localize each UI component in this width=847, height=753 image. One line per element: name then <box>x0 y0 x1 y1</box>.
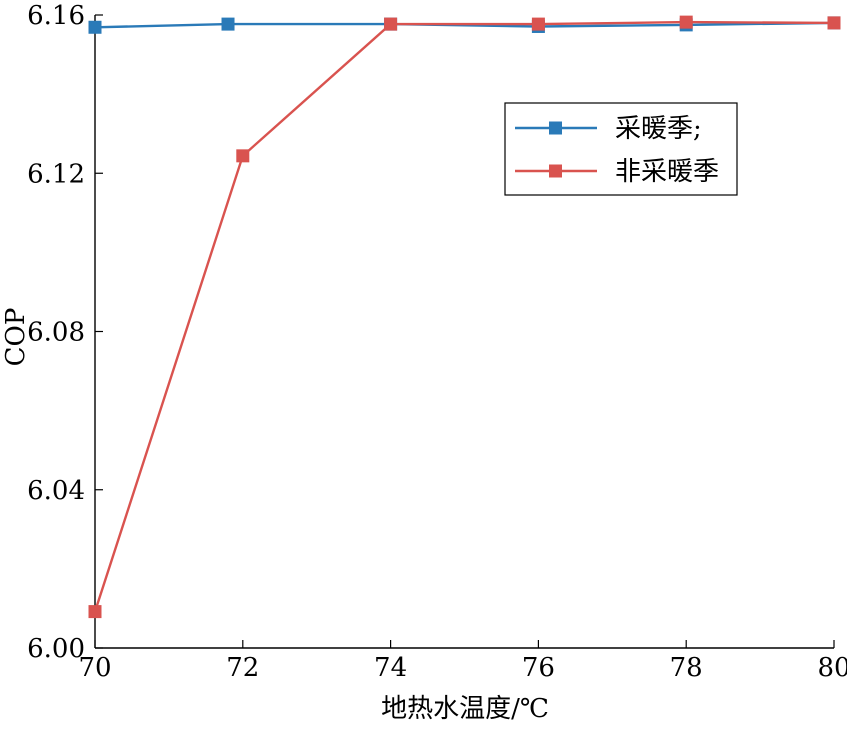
y-tick-label: 6.12 <box>27 159 85 189</box>
legend-marker <box>549 121 562 135</box>
data-point <box>221 17 235 31</box>
data-point <box>88 20 102 34</box>
data-point <box>679 15 693 29</box>
axes: 70 72 74 76 78 80 6.00 6.04 6.08 6.12 6.16 <box>27 1 847 683</box>
legend-label: 采暖季; <box>615 114 702 144</box>
legend-box <box>504 102 738 196</box>
y-tick-label: 6.00 <box>27 634 85 664</box>
x-axis-title: 地热水温度/℃ <box>381 694 549 724</box>
y-tick-label: 6.08 <box>27 318 85 348</box>
legend-marker <box>549 164 562 178</box>
series-2 <box>88 15 841 619</box>
x-tick-label: 74 <box>374 653 407 683</box>
legend-label: 非采暖季 <box>615 157 719 187</box>
legend-entry: 非采暖季 <box>515 157 719 187</box>
data-point <box>531 17 545 31</box>
data-point <box>88 605 102 619</box>
legend: 采暖季; 非采暖季 <box>504 102 738 196</box>
legend-entry: 采暖季; <box>515 114 702 144</box>
y-tick-label: 6.16 <box>27 1 85 31</box>
series-line <box>93 20 835 612</box>
data-point <box>827 16 841 30</box>
x-tick-label: 72 <box>226 653 259 683</box>
y-axis-title: COP <box>1 308 31 367</box>
series-group <box>88 15 841 619</box>
x-tick-label: 76 <box>522 653 555 683</box>
data-point <box>236 149 250 163</box>
legend-entries: 采暖季; 非采暖季 <box>515 114 719 187</box>
data-point <box>384 17 398 31</box>
y-tick-label: 6.04 <box>27 476 85 506</box>
x-tick-label: 70 <box>78 653 111 683</box>
x-tick-label: 78 <box>670 653 703 683</box>
x-tick-label: 80 <box>817 653 847 683</box>
